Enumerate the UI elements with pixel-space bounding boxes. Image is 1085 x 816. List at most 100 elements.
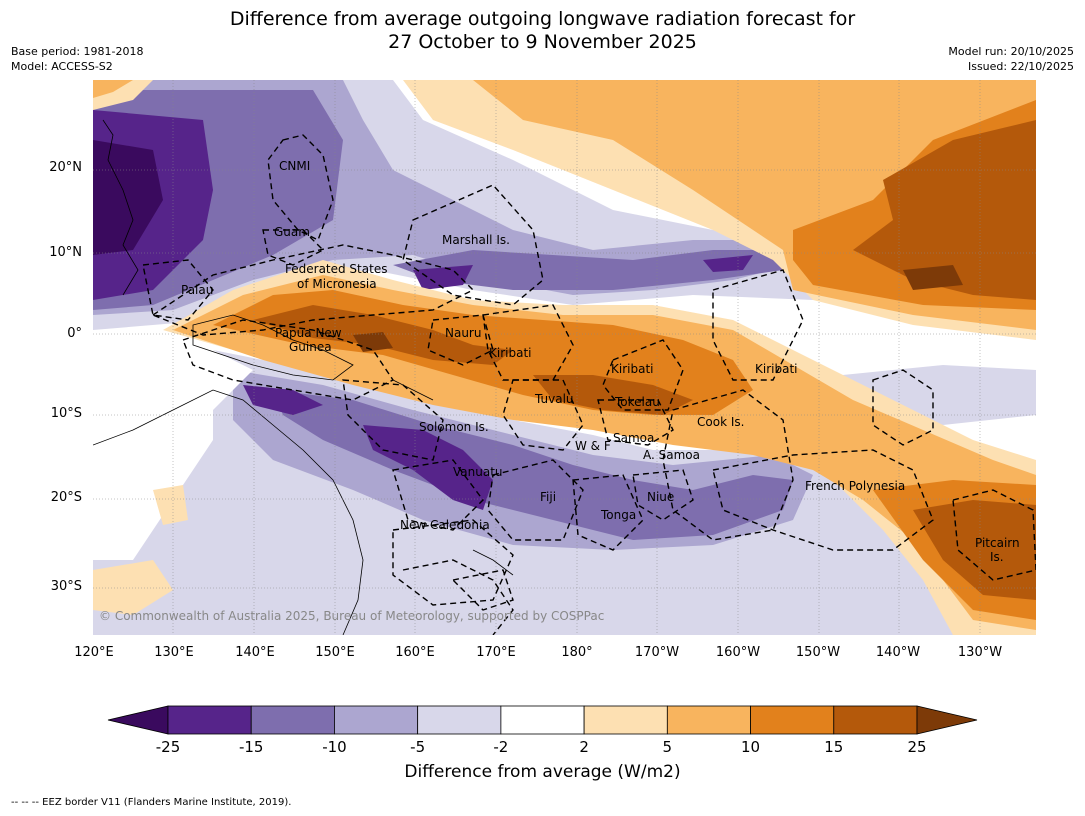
eez-new-caledonia [392,519,514,606]
eez-niue [632,469,694,521]
lon-label-140e: 140°E [235,645,275,660]
lon-label-160w: 160°W [715,645,761,660]
lon-label-130w: 130°W [957,645,1003,660]
eez-png [182,319,395,401]
colorbar-extend-high [916,705,978,735]
label-tokelau: Tokelau [614,395,660,409]
eez-tonga [572,474,644,551]
colorbar-segment [250,705,335,735]
label-palau: Palau [181,283,213,297]
colorbar-segment [583,705,668,735]
eez-kiribati-c [602,339,684,411]
eez-vanuatu [392,459,484,531]
lon-label-130e: 130°E [154,645,194,660]
label-cnmi: CNMI [279,159,310,173]
eez-guam [262,229,325,266]
colorbar-segment [833,705,918,735]
label-png-line1: Papua New [275,326,342,340]
model-name: Model: ACCESS-S2 [11,60,113,73]
label-kiribati-central: Kiribati [611,362,653,376]
copyright-text: © Commonwealth of Australia 2025, Bureau… [99,609,604,623]
label-samoa: Samoa [613,431,654,445]
map-panel: CNMI Guam Marshall Is. Federated States … [93,80,1036,635]
issued-date: Issued: 22/10/2025 [967,60,1074,73]
colorbar-tick-label: -5 [410,738,426,756]
contour-darkest-purple [93,140,163,255]
label-guam: Guam [274,225,310,239]
label-nauru: Nauru [445,326,481,340]
eez-tuvalu [502,379,584,451]
lon-label-170e: 170°E [476,645,516,660]
label-fsm-line1: Federated States [285,262,387,276]
lat-label-10n: 10°N [49,245,82,260]
colorbar-tick-label: 25 [907,738,927,756]
coastline-australia [93,389,364,635]
eez-french-polynesia [712,449,934,551]
label-wallis-futuna: W & F [575,439,611,453]
label-marshall: Marshall Is. [442,233,510,247]
label-tuvalu: Tuvalu [534,392,574,406]
contour-deep-purple-band [413,255,753,290]
contour-brown-central [533,375,693,415]
lat-label-0: 0° [67,326,82,341]
contour-purple-band [393,250,783,290]
label-french-polynesia: French Polynesia [805,479,905,493]
eez-cook [662,389,794,541]
colorbar-tick-label: -25 [155,738,181,756]
eez-cnmi [267,134,334,241]
coastline-philippines [102,119,139,296]
eez-nauru [427,314,494,366]
eez-pitcairn [952,489,1036,581]
colorbar-extend-low [107,705,169,735]
label-cook: Cook Is. [697,415,744,429]
colorbar-tick-label: 15 [824,738,844,756]
label-fiji: Fiji [540,490,556,504]
chart-title: Difference from average outgoing longwav… [0,8,1085,54]
label-pitcairn-line2: Is. [990,550,1004,564]
lon-label-170w: 170°W [634,645,680,660]
contour-darkest-brown-north [903,265,963,290]
lon-label-150e: 150°E [315,645,355,660]
label-pitcairn-line1: Pitcairn [975,536,1020,550]
meta-left: Base period: 1981-2018 Model: ACCESS-S2 [11,44,143,74]
title-line-2: 27 October to 9 November 2025 [388,31,697,53]
label-american-samoa: A. Samoa [643,448,700,462]
colorbar-segment [666,705,751,735]
eez-solomon [342,379,444,461]
colorbar-tick-label: 10 [741,738,761,756]
colorbar-tick-label: 2 [579,738,589,756]
contour-brown-southeast [913,500,1036,600]
title-line-1: Difference from average outgoing longwav… [229,8,856,30]
lon-label-150w: 150°W [795,645,841,660]
eez-footnote: -- -- -- EEZ border V11 (Flanders Marine… [11,797,292,808]
model-run: Model run: 20/10/2025 [948,45,1074,58]
graticule [93,80,1036,635]
olr-anomaly-map: CNMI Guam Marshall Is. Federated States … [93,80,1036,635]
coastline-solomon [392,379,434,401]
eez-east-loop [872,369,934,446]
colorbar-segment [417,705,502,735]
colorbar-tick-label: 5 [662,738,673,756]
contour-dark-brown-core [353,332,393,352]
eez-fiji [487,459,584,541]
coastlines [93,119,514,635]
lon-label-160e: 160°E [395,645,435,660]
contour-deep-purple-coral [243,385,323,415]
contour-orange-corner [93,80,133,98]
eez-fsm [151,244,475,336]
lon-label-120e: 120°E [74,645,114,660]
region-labels: CNMI Guam Marshall Is. Federated States … [181,159,1020,564]
contour-neutral-band [133,350,253,420]
label-solomon: Solomon Is. [419,420,489,434]
eez-borders [142,134,1036,635]
meta-right: Model run: 20/10/2025 Issued: 22/10/2025 [948,44,1074,74]
colorbar-label: Difference from average (W/m2) [404,762,681,782]
base-period: Base period: 1981-2018 [11,45,144,58]
lon-label-140w: 140°W [875,645,921,660]
lat-label-20s: 20°S [50,490,82,505]
colorbar-tick-label: -10 [322,738,347,756]
label-fsm-line2: of Micronesia [297,277,377,291]
label-kiribati-west: Kiribati [489,346,531,360]
eez-south-loops [402,559,514,635]
label-new-caledonia: New Caledonia [400,518,490,532]
